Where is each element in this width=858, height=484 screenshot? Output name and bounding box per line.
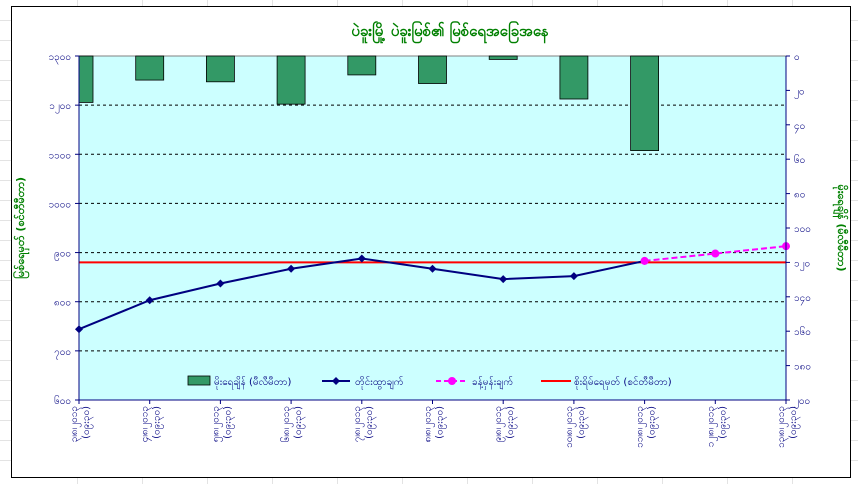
x-tick-time: (၀၉း၃၀) (152, 406, 165, 439)
chart-title: ပဲခူးမြို့ ပဲခူးမြစ်၏ မြစ်ရေအခြေအနေ (351, 20, 549, 44)
y-axis-label-right: မိုးရေချိန် (မီလီမီတာ) (832, 185, 849, 272)
y-tick-label-right: ၁၀၀ (794, 224, 811, 235)
x-tick-label: ၈၊၈၊၂၀၁၃ (၀၉း၃၀) (423, 406, 448, 442)
x-tick-label: ၁၃၊၈၊၂၀၁၃ (၀၉း၃၀) (776, 406, 801, 448)
x-tick-date: ၅၊၈၊၂၀၁၃ (210, 406, 223, 442)
y-tick-label-right: ၂၀ (794, 86, 805, 99)
y-tick-label-right: ၁၄၀ (794, 293, 811, 306)
gridlines (79, 104, 786, 352)
y-tick-label-left: ၁၀၀၀ (49, 199, 72, 210)
y-tick-label-left: ၁၂၀၀ (49, 101, 71, 114)
x-tick-time: (၀၉း၃၀) (717, 406, 730, 439)
forecast-point (711, 249, 720, 258)
legend-label: ခန့်မှန်းချက် (472, 375, 513, 390)
y-tick-label-left: ၁၃၀၀ (49, 52, 72, 65)
y-tick-label-left: ၈၀၀ (54, 298, 71, 309)
rainfall-bar (418, 55, 447, 84)
x-tick-date: ၇၊၈၊၂၀၁၃ (352, 406, 365, 442)
rainfall-bar (347, 55, 377, 76)
x-tick-time: (၀၉း၃၀) (81, 406, 94, 439)
measured-point (357, 254, 366, 263)
x-tick-date: ၆၊၈၊၂၀၁၃ (279, 406, 294, 442)
measured-point (287, 264, 296, 273)
rainfall-bar (78, 55, 94, 103)
x-tick-date: ၃၊၈၊၂၀၁၃ (69, 406, 82, 442)
y-axis-label-left: မြစ်ရေမှတ် (စင်တီမီတာ) (12, 177, 30, 279)
y-tick-label-right: ၁၂၀ (794, 258, 810, 271)
x-tick-date: ၉၊၈၊၂၀၁၃ (493, 406, 506, 442)
y-tick-label-right: ၈၀ (794, 190, 805, 201)
x-tick-time: (၀၉း၃၀) (576, 406, 589, 439)
rainfall-bar (630, 55, 659, 151)
y-tick-label-right: ၂၀၀ (794, 396, 810, 409)
x-tick-label: ၃၊၈၊၂၀၁၃ (၀၉း၃၀) (69, 406, 94, 442)
measured-point (428, 264, 437, 273)
x-tick-time: (၀၉း၃၀) (364, 406, 377, 439)
legend-swatch-rainfall (187, 375, 211, 386)
x-tick-date: ၈၊၈၊၂၀၁၃ (423, 406, 436, 442)
forecast-point (640, 256, 649, 265)
x-tick-time: (၀၉း၃၀) (788, 406, 801, 439)
y-tick-label-right: ၁၈၀ (794, 362, 811, 373)
y-tick-label-left: ၇၀၀ (54, 347, 71, 360)
x-tick-date: ၁၃၊၈၊၂၀၁၃ (776, 406, 789, 448)
y-tick-label-left: ၉၀၀ (54, 249, 71, 262)
y-tick-label-right: ၆၀ (794, 153, 805, 166)
rainfall-bar (276, 55, 306, 105)
x-tick-label: ၉၊၈၊၂၀၁၃ (၀၉း၃၀) (493, 406, 518, 442)
legend-label: စိုးရိမ်ရေမှတ် (စင်တီမီတာ) (574, 375, 672, 390)
legend: မိုးရေချိန် (မီလီမီတာ) တိုင်းထွာချက် ခန့်မ… (187, 375, 672, 390)
x-tick-date: ၁၂၊၈၊၂၀၁၃ (705, 406, 718, 447)
legend-marker-forecast (448, 377, 456, 385)
x-tick-time: (၀၉း၃၀) (505, 406, 518, 439)
x-tick-time: (၀၉း၃၀) (293, 406, 306, 439)
y-tick-label-right: ၁၆၀ (794, 325, 811, 338)
x-tick-time: (၀၉း၃၀) (647, 406, 660, 439)
axes: ၆၀၀ ၇၀၀ ၈၀၀ ၉၀၀ ၁၀၀၀ ၁၁၀၀ ၁၂၀၀ ၁၃၀၀ ၀၂၀၄၀၆၀၈၀၁၀၀… (49, 52, 811, 448)
data-lines (75, 242, 790, 334)
plot-area (78, 55, 787, 401)
y-tick-label-right: ၄၀ (794, 121, 805, 134)
x-tick-label: ၇၊၈၊၂၀၁၃ (၀၉း၃၀) (352, 406, 377, 442)
x-tick-date: ၁၁၊၈၊၂၀၁၃ (635, 406, 648, 448)
legend-marker-measured (332, 377, 340, 385)
y-tick-label-left: ၆၀၀ (54, 394, 71, 407)
legend-label: တိုင်းထွာချက် (355, 375, 404, 390)
measured-point (216, 279, 225, 288)
x-tick-date: ၄၊၈၊၂၀၁၃ (140, 406, 153, 442)
x-tick-label: ၆၊၈၊၂၀၁၃ (၀၉း၃၀) (279, 406, 306, 442)
y-tick-label-right: ၀ (794, 52, 800, 63)
rainfall-bar (488, 55, 518, 60)
x-tick-label: ၅၊၈၊၂၀၁၃ (၀၉း၃၀) (210, 406, 235, 442)
x-tick-time: (၀၉း၃၀) (435, 406, 448, 439)
measured-point (569, 272, 578, 281)
rainfall-bar (135, 55, 165, 81)
measured-point (499, 275, 508, 284)
measured-point (145, 296, 154, 305)
x-tick-time: (၀၉း၃၀) (222, 406, 235, 439)
x-tick-label: ၄၊၈၊၂၀၁၃ (၀၉း၃၀) (140, 406, 165, 442)
x-tick-label: ၁၂၊၈၊၂၀၁၃ (၀၉း၃၀) (705, 406, 730, 447)
y-tick-label-left: ၁၁၀၀ (49, 150, 72, 161)
x-tick-date: ၁၀၊၈၊၂၀၁၃ (564, 406, 577, 448)
legend-label: မိုးရေချိန် (မီလီမီတာ) (214, 375, 292, 390)
rainfall-bar (205, 55, 235, 83)
x-tick-label: ၁၀၊၈၊၂၀၁၃ (၀၉း၃၀) (564, 406, 589, 448)
rainfall-bar (559, 55, 589, 100)
forecast-line (644, 245, 787, 262)
x-tick-label: ၁၁၊၈၊၂၀၁၃ (၀၉း၃၀) (635, 406, 660, 448)
